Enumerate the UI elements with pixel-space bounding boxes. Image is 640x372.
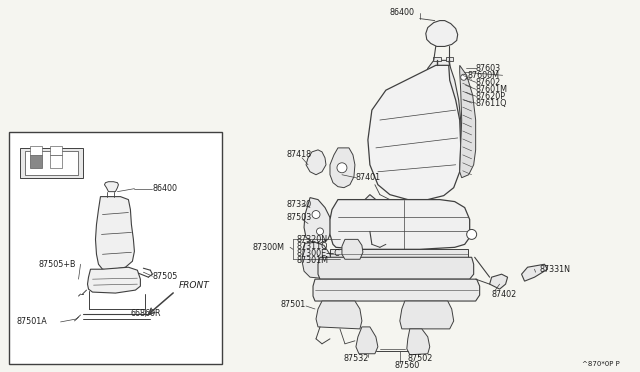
Polygon shape	[330, 249, 468, 259]
Polygon shape	[407, 329, 430, 355]
Text: 87301M: 87301M	[296, 256, 328, 265]
Text: 87603: 87603	[476, 64, 500, 73]
Polygon shape	[433, 57, 441, 61]
Text: 87505: 87505	[152, 272, 178, 281]
Text: 87611Q: 87611Q	[476, 99, 507, 108]
Polygon shape	[316, 301, 362, 329]
Polygon shape	[318, 257, 474, 279]
Text: 87501: 87501	[280, 299, 305, 308]
Bar	[29, 155, 42, 168]
Text: 87505+B: 87505+B	[38, 260, 76, 269]
Text: 87600M: 87600M	[468, 71, 500, 80]
Text: 87502: 87502	[407, 354, 433, 363]
Polygon shape	[356, 327, 378, 354]
Polygon shape	[426, 20, 458, 46]
Text: 87532: 87532	[343, 354, 369, 363]
Polygon shape	[400, 301, 454, 329]
Text: 87300M: 87300M	[252, 243, 284, 252]
Text: 87418: 87418	[286, 150, 311, 159]
Polygon shape	[302, 243, 332, 278]
Circle shape	[461, 74, 467, 80]
Bar	[49, 146, 61, 155]
Text: 87560: 87560	[394, 361, 419, 370]
Text: 87320N: 87320N	[296, 235, 327, 244]
Polygon shape	[25, 151, 77, 175]
Bar	[49, 155, 61, 168]
Polygon shape	[88, 267, 140, 293]
Polygon shape	[460, 65, 476, 178]
Text: 87602: 87602	[476, 78, 501, 87]
Polygon shape	[342, 239, 363, 259]
Circle shape	[337, 163, 347, 173]
Text: ^870*0P P: ^870*0P P	[582, 361, 620, 367]
Text: 87300E—C: 87300E—C	[296, 249, 340, 258]
Polygon shape	[330, 148, 355, 187]
Polygon shape	[306, 150, 326, 175]
Polygon shape	[445, 57, 452, 61]
Text: 87402: 87402	[492, 289, 517, 299]
Polygon shape	[358, 195, 383, 231]
Polygon shape	[330, 200, 470, 249]
Circle shape	[365, 208, 375, 218]
Text: 87503: 87503	[286, 213, 311, 222]
Polygon shape	[368, 65, 461, 200]
Text: 87601M: 87601M	[476, 85, 508, 94]
Text: 86400: 86400	[390, 8, 415, 17]
Polygon shape	[304, 198, 332, 243]
Circle shape	[467, 230, 477, 239]
Text: 87330: 87330	[286, 200, 311, 209]
Text: FRONT: FRONT	[179, 280, 209, 290]
Polygon shape	[313, 279, 479, 301]
Polygon shape	[104, 182, 118, 192]
Circle shape	[317, 228, 323, 235]
Text: 86400: 86400	[152, 184, 177, 193]
Text: 87311Q: 87311Q	[296, 242, 328, 251]
Polygon shape	[95, 197, 134, 270]
Text: 66860R: 66860R	[131, 310, 161, 318]
Polygon shape	[20, 148, 83, 178]
Text: 87331N: 87331N	[540, 265, 570, 274]
Text: 87501A: 87501A	[17, 317, 47, 326]
Bar	[9, 132, 222, 364]
Text: 87401: 87401	[356, 173, 381, 182]
Bar	[29, 146, 42, 155]
Text: 87620P: 87620P	[476, 92, 506, 101]
Polygon shape	[490, 274, 508, 289]
Circle shape	[312, 211, 320, 218]
Polygon shape	[418, 60, 461, 172]
Polygon shape	[522, 264, 547, 281]
